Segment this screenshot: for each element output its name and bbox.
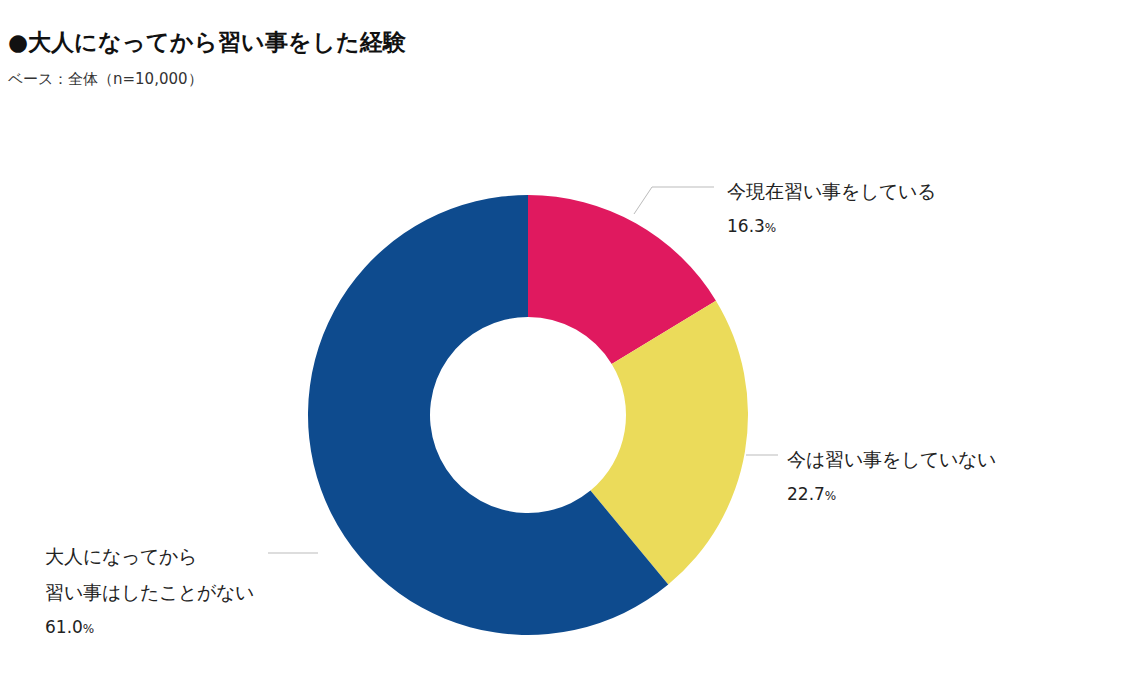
category-label: 今は習い事をしていない: [787, 448, 996, 470]
leader-line: [268, 553, 318, 554]
category-label-line: 今現在習い事をしている: [727, 180, 936, 202]
value-label: 22.7%: [787, 484, 836, 504]
page: {"chart_data": {"type": "pie", "title": …: [0, 0, 1136, 692]
value-number: 22.7: [787, 484, 825, 504]
subtitle: ベース：全体（n=10,000）: [8, 70, 203, 88]
title: ●大人になってから習い事をした経験: [8, 29, 407, 55]
value-unit: %: [825, 489, 836, 503]
donut: [308, 195, 748, 635]
category-label: 今現在習い事をしている: [727, 180, 936, 202]
slice: [308, 195, 668, 635]
value-unit: %: [765, 221, 776, 235]
category-label: 大人になってから習い事はしたことがない: [45, 545, 254, 603]
value-unit: %: [83, 622, 94, 636]
value-label: 61.0%: [45, 617, 94, 637]
category-label-line: 習い事はしたことがない: [45, 581, 254, 603]
category-label-line: 今は習い事をしていない: [787, 448, 996, 470]
category-label-line: 大人になってから: [45, 545, 197, 567]
value-label: 16.3%: [727, 216, 776, 236]
value-number: 61.0: [45, 617, 83, 637]
chart: ●大人になってから習い事をした経験ベース：全体（n=10,000） 今現在習い事を…: [0, 0, 1136, 692]
value-number: 16.3: [727, 216, 765, 236]
leader-line: [746, 455, 778, 456]
leader-line: [634, 187, 714, 214]
